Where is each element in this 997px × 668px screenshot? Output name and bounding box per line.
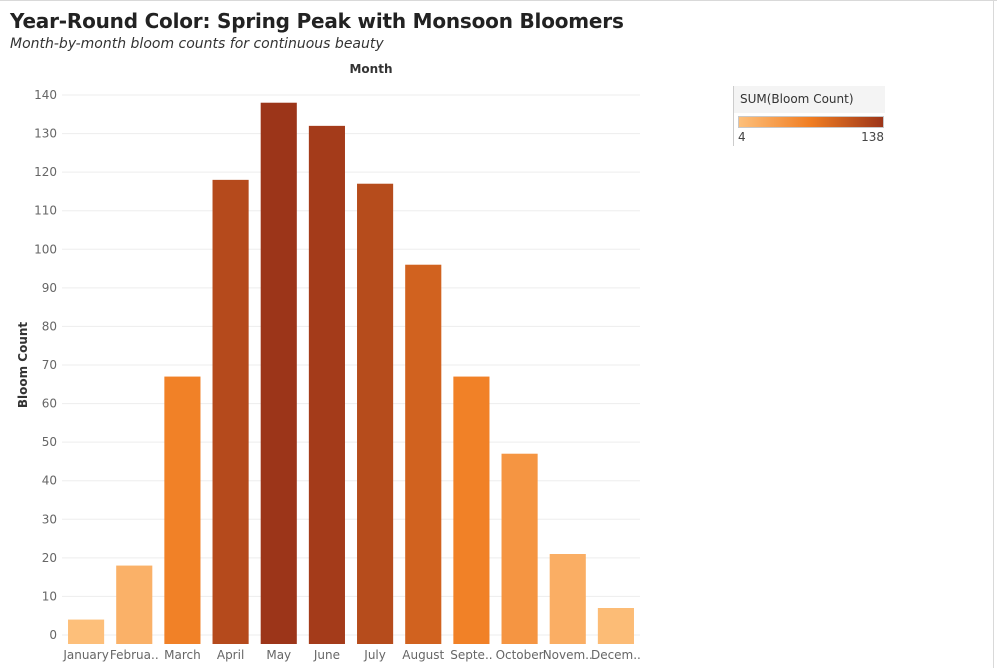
y-tick-label: 70 [42, 358, 57, 372]
x-tick-label: July [363, 648, 386, 662]
bar-july [357, 183, 394, 644]
bar-october [501, 453, 538, 644]
legend-max-label: 138 [861, 130, 884, 144]
y-tick-label: 50 [42, 435, 57, 449]
x-tick-label: January [62, 648, 109, 662]
legend-min-label: 4 [738, 130, 746, 144]
x-tick-label: May [266, 648, 291, 662]
y-tick-label: 10 [42, 589, 57, 603]
x-tick-label: Februa.. [110, 648, 159, 662]
y-tick-label: 100 [34, 242, 57, 256]
y-tick-label: 140 [34, 88, 57, 102]
bar-september [453, 376, 490, 644]
right-border [993, 0, 994, 668]
x-tick-label: October [496, 648, 544, 662]
y-tick-label: 60 [42, 397, 57, 411]
y-tick-label: 120 [34, 165, 57, 179]
page-subtitle: Month-by-month bloom counts for continuo… [10, 36, 384, 52]
y-tick-label: 130 [34, 127, 57, 141]
y-tick-label: 80 [42, 319, 57, 333]
x-tick-label: Septe.. [450, 648, 492, 662]
x-tick-label: June [313, 648, 340, 662]
y-tick-label: 40 [42, 474, 57, 488]
bar-may [260, 102, 297, 644]
legend-title: SUM(Bloom Count) [734, 86, 885, 113]
bar-november [549, 554, 586, 644]
bar-february [116, 565, 153, 644]
y-tick-label: 30 [42, 512, 57, 526]
x-tick-label: August [402, 648, 444, 662]
bar-january [68, 619, 105, 644]
top-border [0, 0, 997, 1]
x-tick-label: April [217, 648, 244, 662]
x-tick-label: Decem.. [591, 648, 641, 662]
legend-gradient [738, 116, 884, 128]
bar-march [164, 376, 201, 644]
x-axis-title: Month [349, 62, 392, 76]
color-legend[interactable]: SUM(Bloom Count) 4 138 [733, 86, 885, 146]
y-tick-label: 110 [34, 204, 57, 218]
y-axis-label: Bloom Count [16, 322, 30, 409]
legend-divider [733, 86, 734, 146]
x-tick-label: March [164, 648, 201, 662]
y-tick-label: 90 [42, 281, 57, 295]
bar-december [597, 608, 634, 644]
page-title: Year-Round Color: Spring Peak with Monso… [10, 9, 624, 33]
bar-april [212, 179, 249, 644]
x-tick-label: Novem.. [543, 648, 593, 662]
y-tick-label: 0 [49, 628, 57, 642]
bar-june [308, 125, 345, 645]
y-tick-label: 20 [42, 551, 57, 565]
bar-august [405, 264, 442, 644]
